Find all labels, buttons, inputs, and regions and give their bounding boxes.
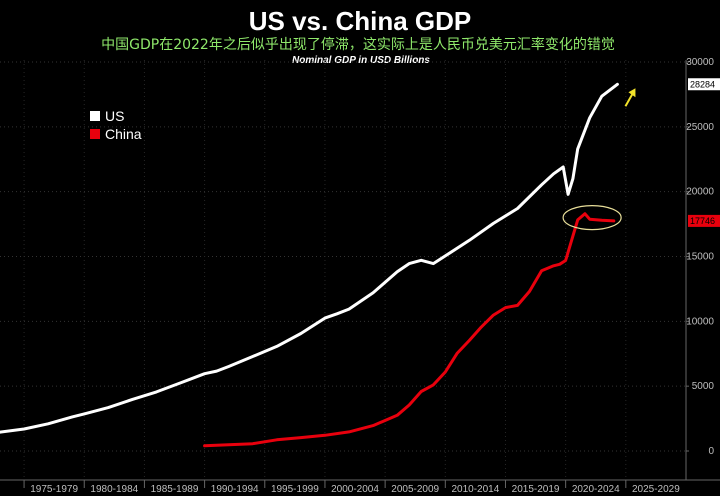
x-tick-label: 2005-2009 xyxy=(391,484,439,495)
y-tick-label: 20000 xyxy=(686,187,714,198)
x-tick-label: 1980-1984 xyxy=(90,484,138,495)
annotations xyxy=(562,88,636,231)
x-axis: 1975-1979 1980-1984 1985-1989 1990-1994 1995… xyxy=(0,479,720,495)
series-line-us xyxy=(0,82,619,434)
x-tick-label: 1975-1979 xyxy=(30,484,78,495)
y-tick-label: 15000 xyxy=(686,252,714,263)
end-label-us: 28284 xyxy=(690,79,715,89)
series-layer: 28284 17746 xyxy=(0,78,720,448)
chart-subtitle: 中国GDP在2022年之后似乎出现了停滞，这实际上是人民币兑美元汇率变化的错觉 xyxy=(101,36,615,53)
legend-swatch-china xyxy=(90,129,100,139)
x-tick-label: 2025-2029 xyxy=(632,484,680,495)
y-tick-label: 10000 xyxy=(686,316,714,327)
legend-label-china: China xyxy=(105,126,142,142)
x-tick-label: 2010-2014 xyxy=(451,484,499,495)
y-tick-label: 0 xyxy=(708,446,714,457)
legend-swatch-us xyxy=(90,111,100,121)
chart-caption: Nominal GDP in USD Billions xyxy=(292,55,430,66)
grid xyxy=(0,60,686,480)
chart-title: US vs. China GDP xyxy=(249,6,472,36)
legend: US China xyxy=(90,108,142,142)
x-tick-label: 2015-2019 xyxy=(512,484,560,495)
x-tick-label: 1995-1999 xyxy=(271,484,319,495)
y-tick-label: 30000 xyxy=(686,57,714,68)
up-arrow-icon xyxy=(624,88,636,107)
highlight-ellipse xyxy=(562,205,622,231)
y-tick-label: 25000 xyxy=(686,122,714,133)
x-tick-label: 2020-2024 xyxy=(572,484,620,495)
y-axis: 0 5000 10000 15000 20000 25000 30000 xyxy=(685,57,715,480)
legend-label-us: US xyxy=(105,108,124,124)
y-tick-label: 5000 xyxy=(692,381,715,392)
end-label-box-us xyxy=(688,78,720,91)
end-label-china: 17746 xyxy=(690,216,715,226)
x-tick-label: 1990-1994 xyxy=(211,484,259,495)
series-line-china xyxy=(203,212,616,448)
x-tick-label: 2000-2004 xyxy=(331,484,379,495)
x-tick-label: 1985-1989 xyxy=(151,484,199,495)
end-label-box-china xyxy=(688,214,720,227)
